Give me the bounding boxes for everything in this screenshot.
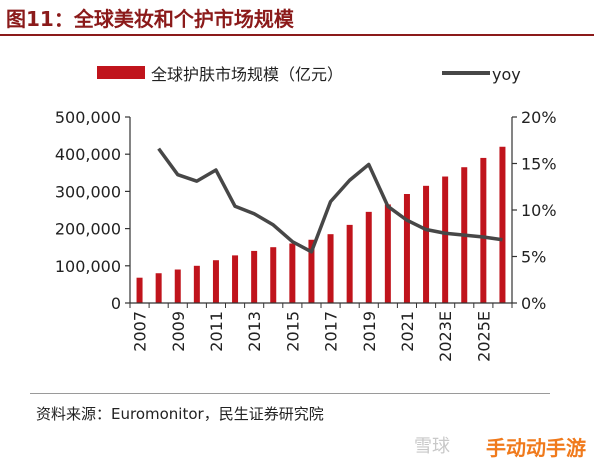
bar — [423, 185, 430, 303]
bar — [232, 255, 239, 303]
left-tick-label: 500,000 — [55, 108, 121, 127]
figure-title: 图11：全球美妆和个护市场规模 — [6, 7, 294, 31]
yoy-line — [157, 147, 503, 254]
yoy-series — [157, 147, 503, 254]
x-tick-label: 2017 — [322, 311, 341, 352]
x-tick-label: 2015 — [283, 311, 302, 352]
bar — [308, 239, 315, 303]
bar — [174, 269, 181, 303]
right-axis-ticks: 0% 5% 10% 15% 20% — [512, 108, 557, 313]
x-tick-label: 2013 — [245, 311, 264, 352]
watermark-text: 手动动手游 — [486, 436, 586, 460]
right-tick-label: 0% — [521, 294, 546, 313]
bar — [384, 204, 391, 303]
x-tick-label: 2009 — [169, 311, 188, 352]
title-bar: 图11：全球美妆和个护市场规模 — [0, 0, 594, 36]
x-tick-label: 2011 — [207, 311, 226, 352]
bar — [365, 211, 372, 303]
bar — [136, 277, 143, 303]
chart: 全球护肤市场规模（亿元） yoy 0 100,000 200,000 300,000 40… — [55, 65, 557, 362]
legend-line-label: yoy — [492, 65, 521, 84]
bar — [346, 224, 353, 303]
bar — [270, 247, 277, 303]
x-tick-label: 2021 — [398, 311, 417, 352]
x-tick-label: 2019 — [360, 311, 379, 352]
left-tick-label: 0 — [111, 294, 121, 313]
legend-bar-swatch — [97, 66, 145, 79]
right-tick-label: 5% — [521, 248, 546, 267]
watermark-logo: 雪球 — [414, 436, 450, 457]
bar — [499, 146, 506, 303]
bar — [403, 194, 410, 303]
bar — [155, 273, 162, 303]
left-tick-label: 300,000 — [55, 182, 121, 201]
source-note: 资料来源：Euromonitor，民生证券研究院 — [36, 405, 324, 423]
bar — [480, 157, 487, 303]
axes — [129, 117, 513, 304]
source-divider — [30, 393, 550, 394]
left-tick-label: 100,000 — [55, 257, 121, 276]
x-tick-label: 2023E — [436, 311, 455, 362]
left-tick-label: 200,000 — [55, 220, 121, 239]
bar — [251, 250, 258, 303]
bar — [289, 243, 296, 303]
right-tick-label: 20% — [521, 108, 557, 127]
left-axis-ticks: 0 100,000 200,000 300,000 400,000 500,000 — [55, 108, 130, 313]
legend: 全球护肤市场规模（亿元） yoy — [97, 65, 521, 84]
right-tick-label: 10% — [521, 201, 557, 220]
right-tick-label: 15% — [521, 155, 557, 174]
left-tick-label: 400,000 — [55, 145, 121, 164]
x-axis-ticks: 2007 2009 2011 2013 2015 2017 2019 2021 2023E 202… — [129, 303, 513, 362]
legend-bar-label: 全球护肤市场规模（亿元） — [151, 65, 343, 84]
bar — [193, 265, 200, 303]
bar — [212, 260, 219, 303]
x-tick-label: 2007 — [131, 311, 150, 352]
bar — [442, 176, 449, 303]
x-tick-label: 2025E — [474, 311, 493, 362]
bar — [327, 234, 334, 303]
